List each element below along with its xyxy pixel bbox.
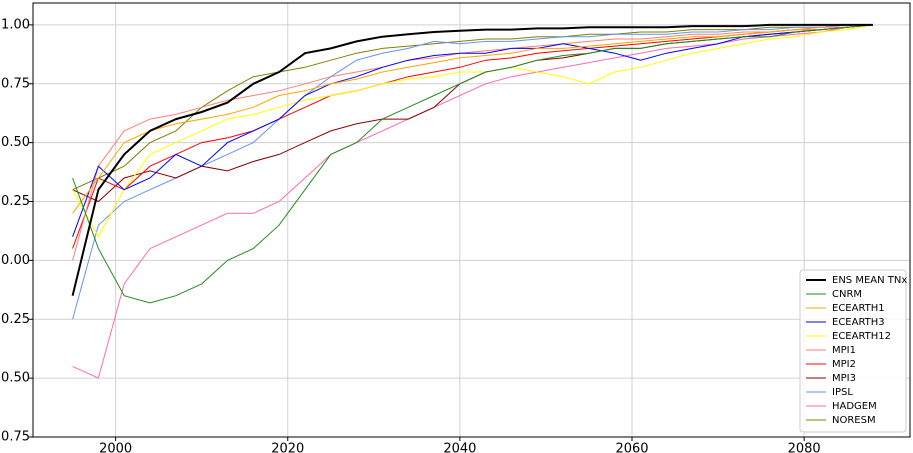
series-line [72, 24, 873, 191]
series-line [72, 24, 874, 261]
legend-label: CNRM [832, 289, 862, 300]
y-tick-label: −0.25 [0, 312, 30, 327]
x-tick-label: 2000 [99, 442, 132, 453]
series-line [72, 24, 874, 203]
legend-label: HADGEM [832, 401, 877, 412]
legend-box [799, 269, 907, 433]
legend: ENS MEAN TNx CNRM ECEARTH1 ECEARTH3 ECEARTH1… [799, 269, 907, 433]
x-tick-label: 2040 [443, 442, 476, 453]
x-tick-label: 2020 [271, 442, 304, 453]
series-line [72, 24, 873, 320]
legend-label: MPI1 [832, 345, 856, 356]
plot-frame [32, 2, 911, 438]
legend-label: IPSL [832, 387, 853, 398]
y-tick-label: 1.00 [1, 17, 30, 32]
series-line [72, 24, 874, 238]
legend-label: ENS MEAN TNx [832, 275, 907, 286]
x-tick-label: 2060 [615, 442, 648, 453]
y-tick-label: 0.25 [1, 194, 30, 209]
series-line [72, 24, 874, 304]
series-line [72, 24, 874, 214]
legend-label: MPI2 [832, 359, 856, 370]
y-tick-label: −0.75 [0, 430, 30, 445]
series-line [72, 24, 874, 379]
y-tick-label: 0.00 [1, 253, 30, 268]
legend-label: NORESM [832, 415, 876, 426]
legend-label: MPI3 [832, 373, 856, 384]
y-tick-label: 0.75 [1, 76, 30, 91]
series-line [71, 23, 873, 296]
series-line [72, 24, 874, 237]
legend-label: ECEARTH3 [832, 317, 885, 328]
legend-label: ECEARTH1 [832, 303, 885, 314]
series-line [72, 24, 874, 249]
y-tick-label: 0.50 [1, 135, 30, 150]
y-tick-label: −0.50 [0, 371, 30, 386]
x-tick-label: 2080 [788, 442, 821, 453]
legend-label: ECEARTH12 [832, 331, 891, 342]
